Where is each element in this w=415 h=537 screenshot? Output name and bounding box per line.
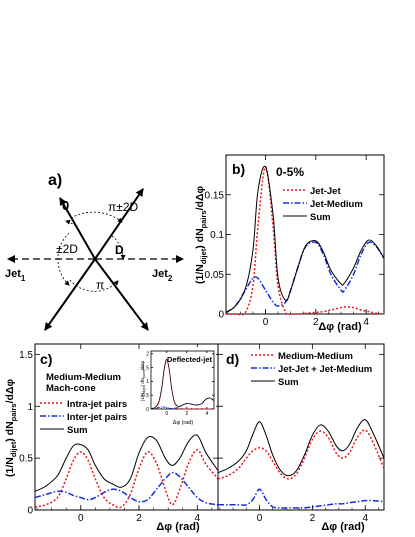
arc-zero <box>65 219 77 227</box>
inset-xlabel: Δφ (rad) <box>173 420 194 426</box>
panel-d-xlabel: Δφ (rad) <box>321 521 365 533</box>
legend-d-medium: Medium-Medium <box>278 351 353 362</box>
c-inset-ytick-label: 0.5 <box>142 393 149 399</box>
cone-line-lower-left <box>44 258 96 331</box>
panel-c-ticks: 0 2 4 0 0.5 1 1.5 <box>19 344 218 524</box>
jet2-label: Jet2 <box>152 268 173 283</box>
panel-c: 0 2 4 0 0.5 1 1.5 c) Medium-Medium Mach-cone I… <box>4 343 219 533</box>
c-xtick-label: 0 <box>78 513 84 524</box>
panel-b-ylabel: (1/Ndijet) dNpairs/dΔφ <box>194 186 208 285</box>
legend-c-intra: Intra-jet pairs <box>67 399 127 410</box>
legend-d-jet: Jet-Jet + Jet-Medium <box>278 364 372 375</box>
b-ytick-label: 0.15 <box>205 190 225 201</box>
panel-c-xlabel: Δφ (rad) <box>156 521 200 533</box>
jet1-label: Jet1 <box>5 268 26 283</box>
d-series-medium-medium <box>217 429 385 480</box>
c-inset-ytick-label: 2 <box>146 352 149 358</box>
c-series-sum <box>34 434 219 492</box>
panel-d-legend: Medium-Medium Jet-Jet + Jet-Medium Sum <box>251 351 372 388</box>
b-xtick-label: 0 <box>263 317 269 328</box>
label-zero: 0 <box>62 198 69 213</box>
panel-b-curves <box>225 165 385 316</box>
panel-c-ylabel: (1/Ndijet) dNpairs/dΔφ <box>4 379 18 478</box>
c-inset-ytick-label: 1 <box>146 379 149 385</box>
inset-chart: 0 2 4 0 0.5 1 1.5 2 Deflected-jet Δφ (rad) (1/N… <box>140 347 216 426</box>
arc-pi-pm-2d <box>70 211 123 223</box>
panel-b-legend: Jet-Jet Jet-Medium Sum <box>283 186 363 223</box>
c-series-inter-jet-pairs <box>34 471 219 506</box>
panel-c-title-line2: Mach-cone <box>46 383 96 394</box>
panel-d: 0 2 4 d) Medium-Medium Jet-Jet + Jet-Mediu… <box>217 343 385 533</box>
d-xtick-label: 2 <box>310 513 316 524</box>
b-ytick-label: 0 <box>218 310 224 321</box>
panel-c-label: c) <box>40 351 52 367</box>
c-inset-xtick-label: 0 <box>165 411 168 417</box>
c-inset-series-black <box>150 358 215 409</box>
panel-b-xlabel: Δφ (rad) <box>318 321 362 333</box>
b-series-jet-jet <box>225 166 385 316</box>
diagram-a-panel-label: a) <box>48 172 62 189</box>
arc-d <box>111 235 126 260</box>
panel-c-curves <box>34 434 219 509</box>
panel-d-frame <box>217 343 385 511</box>
cone-line-lower-right <box>94 258 149 331</box>
panel-c-title-line1: Medium-Medium <box>46 372 121 383</box>
b-xtick-label: 2 <box>313 317 319 328</box>
inset-ylabel: (1/Ndijet) dNpairs/dΔφ <box>140 361 146 402</box>
c-ytick-label: 1.5 <box>19 350 33 361</box>
b-series-sum <box>225 165 385 313</box>
cone-line-upper-right <box>94 188 144 260</box>
d-series-sum <box>217 419 385 477</box>
c-inset-xtick-label: 4 <box>205 411 208 417</box>
legend-c-inter: Inter-jet pairs <box>67 412 127 423</box>
panel-d-ticks: 0 2 4 <box>218 344 384 524</box>
panel-c-legend: Intra-jet pairs Inter-jet pairs Sum <box>40 399 127 436</box>
legend-b-jet-medium: Jet-Medium <box>310 199 363 210</box>
c-xtick-label: 4 <box>195 513 201 524</box>
arc-pm-2d <box>57 232 70 286</box>
c-ytick-label: 0.5 <box>19 454 33 465</box>
c-ytick-label: 0 <box>27 506 33 517</box>
inset-frame <box>150 350 215 410</box>
panel-b-label: b) <box>232 161 245 177</box>
label-pi: π <box>96 278 104 292</box>
c-inset-xtick-label: 2 <box>185 411 188 417</box>
label-pm-2d: ±2D <box>56 242 78 256</box>
label-pi-pm-2d: π±2D <box>108 200 139 214</box>
inset-curves <box>150 358 215 410</box>
panel-d-label: d) <box>226 351 239 367</box>
legend-b-jet-jet: Jet-Jet <box>310 186 341 197</box>
d-xtick-label: 4 <box>362 513 368 524</box>
diagram-a: a) 0 π±2D ±2D D π Jet1 Jet2 <box>5 172 184 331</box>
c-ytick-label: 1 <box>27 402 33 413</box>
cone-line-upper-left <box>59 197 96 260</box>
arc-pi <box>69 279 119 292</box>
label-d: D <box>115 243 124 257</box>
panel-d-curves <box>217 419 385 509</box>
b-ytick-label: 0.05 <box>205 270 225 281</box>
c-inset-ytick-label: 0 <box>146 407 149 413</box>
legend-b-sum: Sum <box>310 212 331 223</box>
legend-c-sum: Sum <box>67 425 88 436</box>
panel-b-ticks: 0 2 4 0 0.05 0.1 0.15 <box>205 155 384 328</box>
d-series-jet-jet-jet-medium <box>218 488 385 509</box>
d-xtick-label: 0 <box>257 513 263 524</box>
panel-b-frame <box>225 154 385 315</box>
panel-b-title: 0-5% <box>276 165 304 179</box>
c-series-intra-jet-pairs <box>34 449 219 509</box>
inset-title: Deflected-jet <box>167 355 213 364</box>
panel-b: 0 2 4 0 0.05 0.1 0.15 b) 0-5% Jet-Jet Jet-Medi… <box>194 154 385 333</box>
c-inset-ytick-label: 1.5 <box>142 365 149 371</box>
legend-d-sum: Sum <box>278 377 299 388</box>
b-xtick-label: 4 <box>363 317 369 328</box>
b-ytick-label: 0.1 <box>210 230 224 241</box>
c-xtick-label: 2 <box>136 513 142 524</box>
